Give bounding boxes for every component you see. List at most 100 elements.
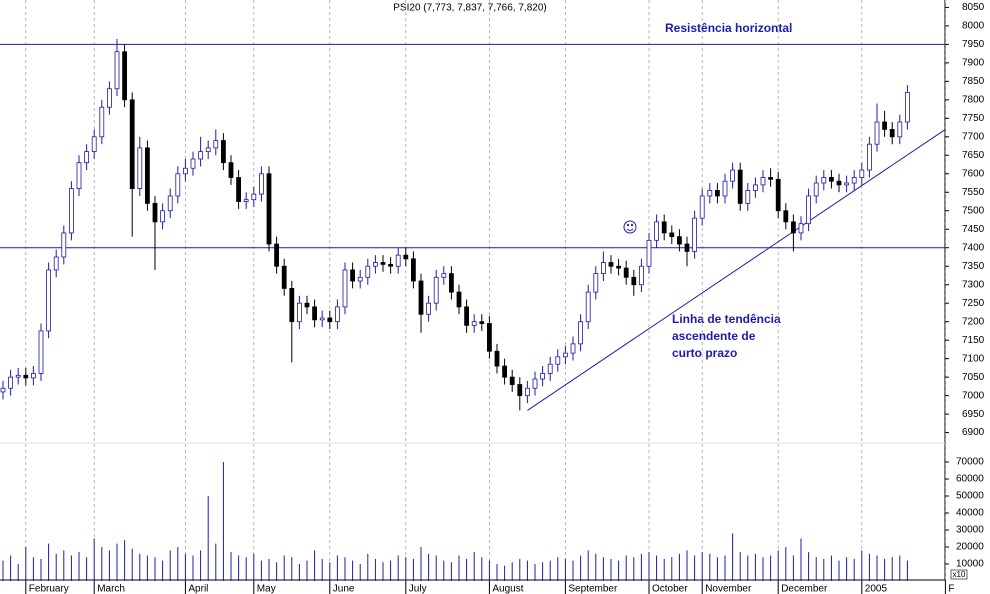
candle-body xyxy=(601,262,606,275)
unit-box xyxy=(950,569,968,580)
candle-body xyxy=(578,321,583,345)
candle-body xyxy=(243,199,249,202)
candle-body xyxy=(654,221,659,241)
candle-body xyxy=(593,273,599,293)
y-tick-label: 7750 xyxy=(962,113,985,124)
y2-tick-label: 70000 xyxy=(956,457,984,468)
candle-body xyxy=(882,121,887,130)
candle-body xyxy=(745,190,751,204)
candle-body xyxy=(441,273,447,278)
candle-body xyxy=(281,265,287,289)
candle-body xyxy=(395,254,401,267)
candle-body xyxy=(365,265,371,278)
y-tick-label: 6900 xyxy=(962,427,985,438)
candle-body xyxy=(251,193,257,201)
x-tick-label: September xyxy=(568,584,618,594)
candle-body xyxy=(236,177,242,202)
candle-body xyxy=(0,387,6,393)
candle-body xyxy=(859,169,865,178)
candle-body xyxy=(266,173,272,245)
candle-body xyxy=(760,177,766,186)
candle-body xyxy=(768,177,773,180)
smiley xyxy=(623,220,637,234)
annotation: curto prazo xyxy=(672,346,737,360)
y-tick-label: 7400 xyxy=(962,242,985,253)
x-tick-label: 2005 xyxy=(865,584,888,594)
candle-body xyxy=(403,254,409,260)
y-tick-label: 8050 xyxy=(962,2,985,13)
candle-body xyxy=(791,221,796,234)
candle-body xyxy=(30,373,36,379)
candle-body xyxy=(775,178,781,212)
annotation: Resistência horizontal xyxy=(665,21,792,35)
candle-body xyxy=(867,143,872,171)
candle-body xyxy=(677,236,682,245)
candle-body xyxy=(456,291,462,308)
candle-body xyxy=(69,188,74,234)
candle-body xyxy=(525,387,530,397)
y-tick-label: 7000 xyxy=(962,390,985,401)
trendline xyxy=(527,128,946,411)
candle-body xyxy=(806,195,811,225)
candle-body xyxy=(76,162,82,189)
y-tick-label: 7700 xyxy=(962,131,985,142)
candle-body xyxy=(897,121,903,138)
candle-body xyxy=(608,262,614,267)
candle-body xyxy=(486,323,492,352)
x-tick-label: October xyxy=(652,584,688,594)
candle-body xyxy=(228,162,234,178)
y2-tick-label: 50000 xyxy=(956,491,984,502)
y-tick-label: 7100 xyxy=(962,353,985,364)
candle-body xyxy=(555,356,561,365)
candle-body xyxy=(669,232,675,238)
candle-body xyxy=(464,306,470,326)
candle-body xyxy=(99,106,105,138)
y-tick-label: 7950 xyxy=(962,39,985,50)
candle-body xyxy=(357,276,363,282)
candle-body xyxy=(547,363,553,374)
candle-body xyxy=(23,374,29,379)
candle-body xyxy=(737,169,743,204)
y-tick-label: 6950 xyxy=(962,409,985,420)
candle-body xyxy=(388,263,394,267)
candle-body xyxy=(722,180,728,197)
candle-body xyxy=(122,51,127,101)
candle-body xyxy=(889,129,895,138)
candle-body xyxy=(205,147,211,152)
candle-body xyxy=(137,147,143,189)
candle-body xyxy=(844,182,849,186)
candle-body xyxy=(8,376,14,389)
y-tick-label: 7250 xyxy=(962,298,985,309)
candle-body xyxy=(798,223,804,234)
candle-body xyxy=(699,195,705,219)
candle-body xyxy=(213,140,219,149)
candle-body xyxy=(46,269,51,332)
x-tick-label: July xyxy=(409,584,427,594)
y2-tick-label: 60000 xyxy=(956,474,984,485)
x-tick-label: February xyxy=(29,584,69,594)
candle-body xyxy=(418,280,424,315)
y2-tick-label: 30000 xyxy=(956,525,984,536)
candle-body xyxy=(479,321,485,324)
candle-body xyxy=(874,121,880,145)
candle-body xyxy=(905,92,910,123)
chart-title: PSI20 (7,773, 7,837, 7,766, 7,820) xyxy=(393,3,546,14)
y-tick-label: 7450 xyxy=(962,224,985,235)
candle-body xyxy=(563,352,568,358)
candle-body xyxy=(198,151,204,160)
y-tick-label: 7600 xyxy=(962,168,985,179)
candle-body xyxy=(182,167,188,175)
candle-body xyxy=(851,177,857,184)
candle-body xyxy=(684,243,690,252)
candle-body xyxy=(426,302,432,315)
candle-body xyxy=(517,384,523,397)
candle-body xyxy=(15,374,21,378)
y-tick-label: 7650 xyxy=(962,150,985,161)
y-tick-label: 7800 xyxy=(962,94,985,105)
candle-body xyxy=(836,180,842,186)
candle-body xyxy=(167,195,173,212)
candle-body xyxy=(84,151,89,164)
candle-body xyxy=(631,276,637,286)
candle-body xyxy=(160,210,166,223)
